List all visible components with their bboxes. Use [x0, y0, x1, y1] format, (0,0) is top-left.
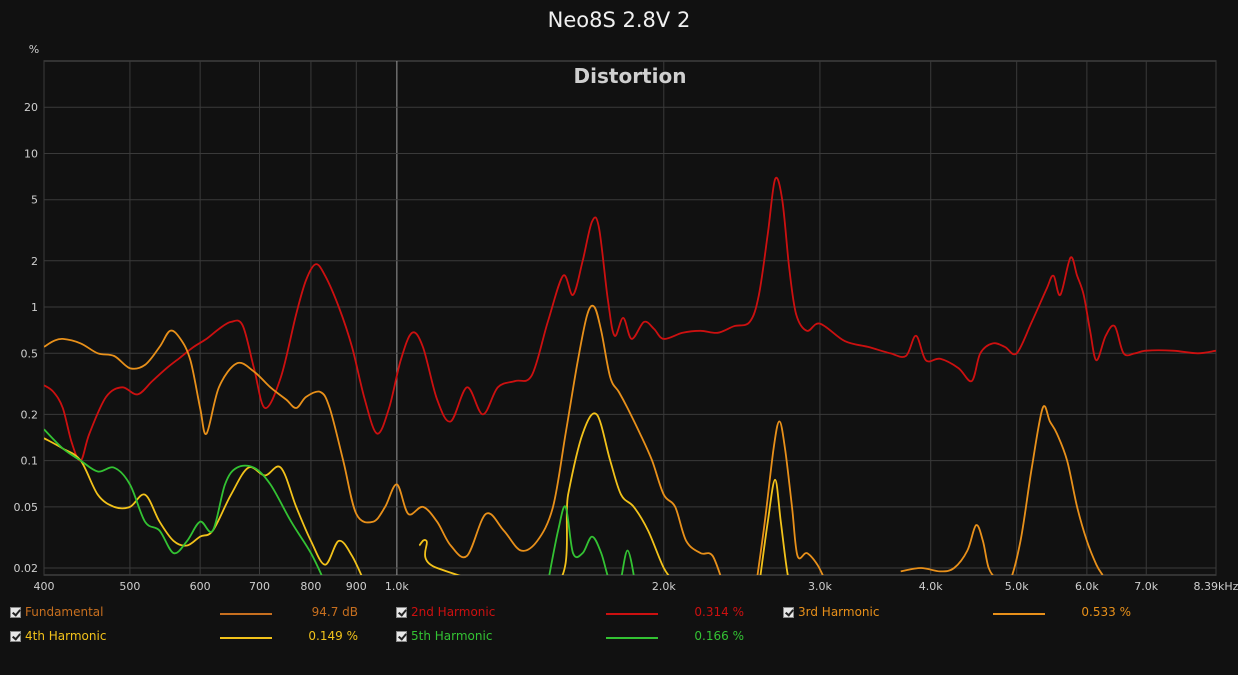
- series-line-4th-harmonic: [44, 437, 363, 575]
- x-tick-label: 800: [300, 580, 321, 593]
- series-line-4th-harmonic-mid: [418, 412, 670, 575]
- series-line-5th-harmonic-mid: [548, 505, 635, 575]
- y-axis-label: %: [29, 43, 39, 56]
- series-layer: [44, 176, 1216, 575]
- legend-label: 5th Harmonic: [411, 629, 493, 643]
- x-tick-label: 6.0k: [1075, 580, 1099, 593]
- y-tick-label: 2: [31, 255, 38, 268]
- legend-label: 2nd Harmonic: [411, 605, 496, 619]
- legend-swatch: [606, 637, 658, 639]
- legend-item-3rd-harmonic[interactable]: 3rd Harmonic 0.533 %: [783, 605, 1163, 625]
- x-tick-label: 3.0k: [808, 580, 832, 593]
- x-tick-label: 500: [119, 580, 140, 593]
- fundamental-checkbox[interactable]: [10, 607, 21, 618]
- legend: Fundamental 94.7 dB 2nd Harmonic 0.314 %…: [0, 600, 1238, 675]
- legend-label: 4th Harmonic: [25, 629, 107, 643]
- x-tick-label: 2.0k: [652, 580, 676, 593]
- x-tick-label: 400: [34, 580, 55, 593]
- y-tick-label: 10: [24, 147, 38, 160]
- series-line-3rd-harmonic-top: [900, 405, 1104, 575]
- y-tick-label: 5: [31, 194, 38, 207]
- x-tick-label: 600: [190, 580, 211, 593]
- legend-value: 0.149 %: [308, 629, 358, 643]
- x-tick-label: 7.0k: [1134, 580, 1158, 593]
- x-tick-label: 5.0k: [1005, 580, 1029, 593]
- y-tick-label: 0.05: [14, 501, 39, 514]
- legend-label: Fundamental: [25, 605, 104, 619]
- y-tick-label: 1: [31, 301, 38, 314]
- plot-area: [43, 60, 1217, 576]
- tick-layer: 400 500 600 700 800 900 1.0k 2.0k 3.0k 4.0k 5.0k 6.…: [14, 101, 1238, 593]
- y-tick-label: 0.5: [21, 347, 39, 360]
- legend-item-4th-harmonic[interactable]: 4th Harmonic 0.149 %: [10, 629, 390, 649]
- legend-item-5th-harmonic[interactable]: 5th Harmonic 0.166 %: [396, 629, 776, 649]
- x-tick-label: 8.39kHz: [1194, 580, 1238, 593]
- distortion-chart: 400 500 600 700 800 900 1.0k 2.0k 3.0k 4.0k 5.0k 6.…: [14, 43, 1238, 593]
- x-tick-label: 900: [346, 580, 367, 593]
- x-tick-label: 700: [249, 580, 270, 593]
- legend-value: 0.166 %: [694, 629, 744, 643]
- main-title: Neo8S 2.8V 2: [547, 8, 691, 32]
- y-tick-label: 20: [24, 101, 38, 114]
- legend-swatch: [220, 637, 272, 639]
- y-tick-label: 0.02: [14, 562, 39, 575]
- x-tick-label: 1.0k: [385, 580, 409, 593]
- plot-title: Distortion: [574, 64, 687, 88]
- series-line-3rd-harmonic-high: [756, 420, 824, 575]
- 3rd-harmonic-checkbox[interactable]: [783, 607, 794, 618]
- y-tick-label: 0.2: [21, 408, 39, 421]
- series-line-2nd-harmonic: [44, 176, 1216, 462]
- 2nd-harmonic-checkbox[interactable]: [396, 607, 407, 618]
- legend-swatch: [220, 613, 272, 615]
- grid-layer: [43, 61, 1217, 575]
- legend-value: 0.533 %: [1081, 605, 1131, 619]
- series-line-3rd-harmonic: [44, 304, 722, 575]
- legend-value: 94.7 dB: [311, 605, 358, 619]
- series-line-5th-harmonic: [44, 428, 323, 575]
- legend-swatch: [606, 613, 658, 615]
- legend-item-2nd-harmonic[interactable]: 2nd Harmonic 0.314 %: [396, 605, 776, 625]
- legend-swatch: [993, 613, 1045, 615]
- legend-label: 3rd Harmonic: [798, 605, 880, 619]
- 4th-harmonic-checkbox[interactable]: [10, 631, 21, 642]
- legend-value: 0.314 %: [694, 605, 744, 619]
- x-tick-label: 4.0k: [919, 580, 943, 593]
- series-line-4th-harmonic-high: [759, 478, 789, 575]
- 5th-harmonic-checkbox[interactable]: [396, 631, 407, 642]
- legend-item-fundamental[interactable]: Fundamental 94.7 dB: [10, 605, 390, 625]
- y-tick-label: 0.1: [21, 455, 39, 468]
